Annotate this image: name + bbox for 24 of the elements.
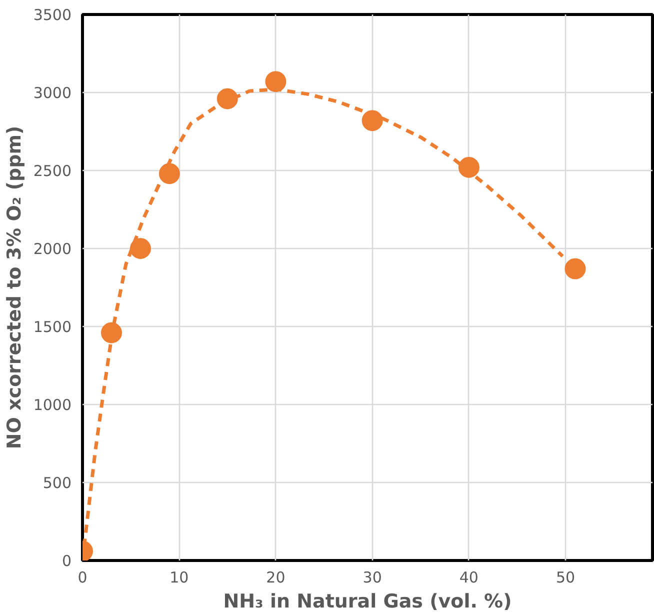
point [130,238,151,259]
y-tick-label: 3000 [33,84,72,102]
point [158,163,180,184]
y-tick-label: 500 [42,474,72,492]
y-tick-label: 1500 [33,318,72,336]
point [458,156,480,178]
y-axis-title: NO xcorrected to 3% O₂ (ppm) [3,126,26,450]
y-tick-label: 3500 [33,6,72,24]
point [216,88,238,110]
x-tick-label: 20 [266,568,286,586]
point [362,110,383,132]
x-tick-label: 30 [362,568,382,586]
y-tick-label: 1000 [33,396,72,414]
y-tick-label: 0 [62,552,72,570]
y-tick-label: 2500 [33,162,72,180]
x-tick-label: 50 [556,568,576,586]
point [265,71,286,92]
x-tick-label: 10 [170,568,189,586]
x-tick-label: 0 [78,568,88,586]
y-tick-label: 2000 [33,240,72,258]
x-tick-label: 40 [459,568,478,586]
point [100,322,122,344]
point [564,258,586,280]
x-axis-title: NH₃ in Natural Gas (vol. %) [223,590,512,612]
